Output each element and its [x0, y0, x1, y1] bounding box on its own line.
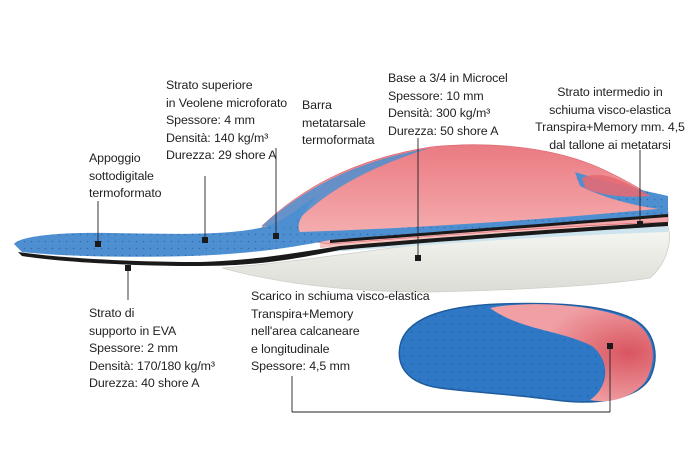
upper-blue-perforation: [14, 196, 668, 257]
label-appoggio-sottodigitale: Appoggio sottodigitale termoformato: [89, 151, 162, 200]
arch-blue-edge: [262, 148, 430, 228]
label-strato-intermedio: Strato intermedio in schiuma visco-elast…: [535, 85, 685, 152]
insole-top-view: [398, 302, 656, 403]
marker-dots: [95, 221, 643, 349]
label-base-microcel: Base a 3/4 in Microcel Spessore: 10 mm D…: [388, 71, 508, 138]
label-scarico: Scarico in schiuma visco-elastica Transp…: [251, 289, 430, 373]
label-strato-superiore: Strato superiore in Veolene microforato …: [166, 78, 288, 162]
memory-band: [330, 226, 668, 252]
label-strato-supporto-eva: Strato di supporto in EVA Spessore: 2 mm…: [89, 306, 215, 390]
leader-lines: [97, 138, 641, 413]
eva-black-layer: [18, 222, 668, 266]
label-barra-metatarsale: Barra metatarsale termoformata: [302, 98, 375, 147]
